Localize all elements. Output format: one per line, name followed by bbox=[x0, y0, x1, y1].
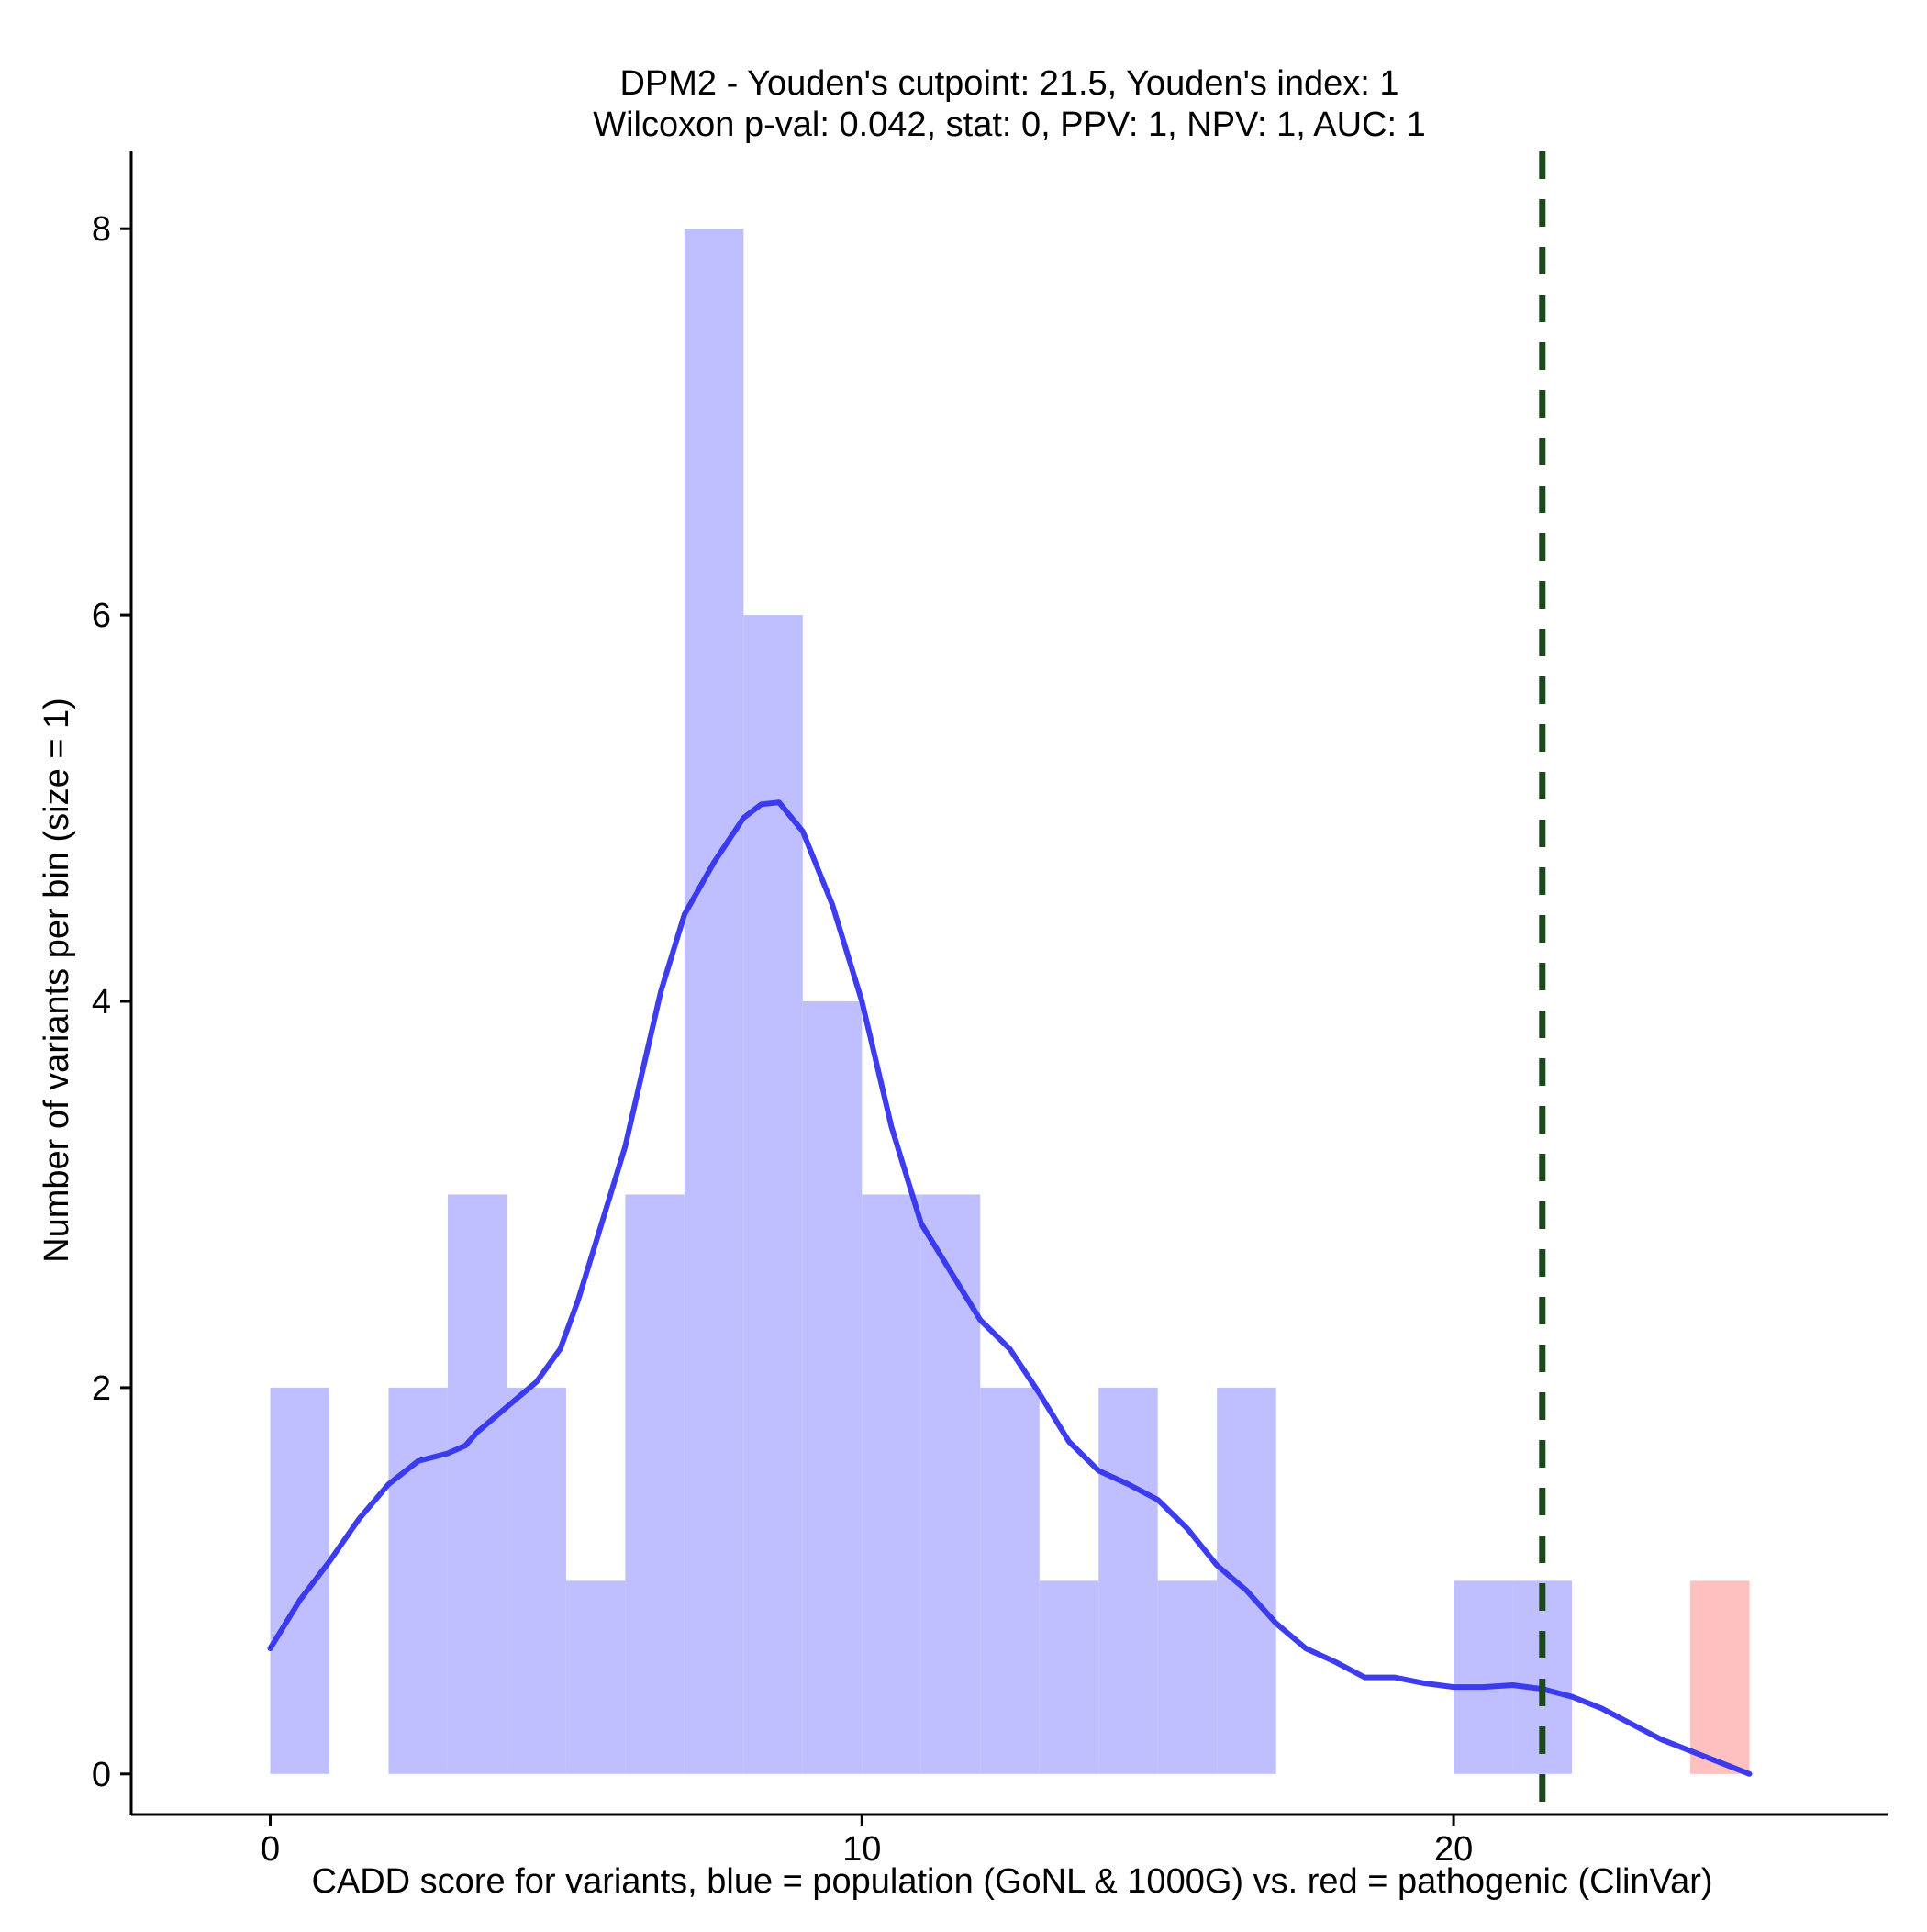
y-tick-label: 8 bbox=[92, 210, 111, 249]
x-tick-label: 10 bbox=[842, 1830, 881, 1869]
histogram-bar bbox=[1039, 1580, 1099, 1774]
y-axis-label: Number of variants per bin (size = 1) bbox=[38, 698, 76, 1263]
density-curve bbox=[267, 799, 1753, 1777]
histogram-bar bbox=[507, 1387, 566, 1774]
histogram-bar bbox=[1217, 1387, 1276, 1774]
histogram-bar bbox=[1098, 1387, 1158, 1774]
chart-title-line1: DPM2 - Youden's cutpoint: 21.5, Youden's… bbox=[619, 64, 1398, 103]
histogram-bar bbox=[743, 615, 803, 1774]
bars-layer bbox=[270, 229, 1750, 1774]
histogram-bar bbox=[862, 1194, 921, 1774]
histogram-bar bbox=[565, 1580, 626, 1774]
histogram-bar bbox=[920, 1194, 981, 1774]
histogram-bar bbox=[1689, 1580, 1750, 1774]
y-tick-label: 0 bbox=[92, 1756, 111, 1794]
histogram-bar bbox=[980, 1387, 1040, 1774]
histogram-bar bbox=[447, 1194, 507, 1774]
histogram-bar bbox=[1454, 1580, 1513, 1774]
y-tick-label: 6 bbox=[92, 597, 111, 635]
density-curve-layer bbox=[267, 799, 1753, 1777]
y-tick-label: 2 bbox=[92, 1369, 111, 1408]
y-tick-label: 4 bbox=[92, 983, 111, 1022]
axes-layer: 0 10 20 0 2 4 6 8 bbox=[92, 151, 1888, 1869]
histogram-bar bbox=[388, 1387, 448, 1774]
histogram-bar bbox=[802, 1000, 863, 1774]
x-tick-label: 0 bbox=[261, 1830, 280, 1869]
histogram-bar bbox=[270, 1387, 330, 1774]
x-axis-label: CADD score for variants, blue = populati… bbox=[311, 1862, 1712, 1901]
histogram-bar bbox=[684, 229, 744, 1774]
histogram-bar bbox=[1157, 1580, 1218, 1774]
chart-title-line2: Wilcoxon p-val: 0.042, stat: 0, PPV: 1, … bbox=[593, 106, 1425, 144]
histogram-bar bbox=[625, 1194, 685, 1774]
x-tick-label: 20 bbox=[1434, 1830, 1473, 1869]
